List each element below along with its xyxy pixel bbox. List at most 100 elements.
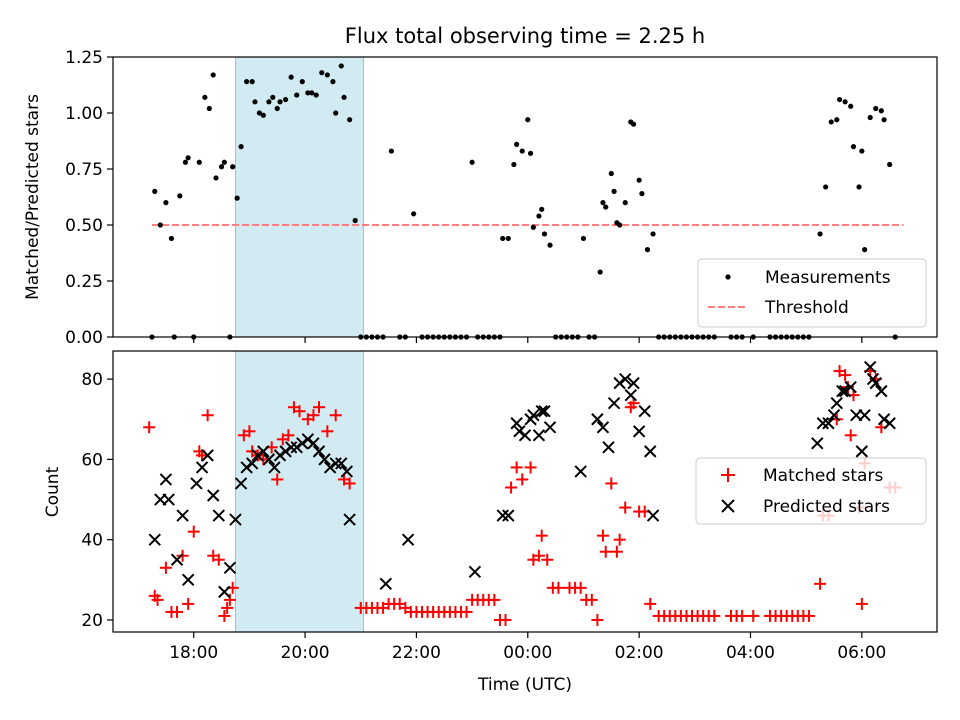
measurement-point	[274, 105, 280, 112]
predicted-star-point	[816, 417, 830, 430]
measurement-point	[313, 92, 319, 98]
predicted-star-point	[329, 457, 342, 470]
bottom-xtick-label: 18:00	[169, 643, 218, 663]
predicted-star-point	[613, 376, 626, 390]
figure-title: Flux total observing time = 2.25 h	[345, 24, 705, 48]
measurement-point	[881, 117, 887, 123]
measurement-point	[270, 94, 276, 100]
matched-star-point	[516, 473, 529, 486]
measurement-point	[341, 94, 347, 100]
top-x-axis	[193, 337, 863, 343]
matched-star-point	[159, 561, 172, 574]
predicted-star-point	[468, 565, 482, 578]
predicted-star-point	[284, 441, 298, 454]
measurement-point	[639, 191, 645, 197]
bottom-xtick-label: 20:00	[281, 643, 330, 663]
measurement-point	[305, 90, 311, 96]
predicted-star-point	[290, 441, 303, 454]
predicted-star-point	[836, 384, 849, 398]
measurement-point	[878, 108, 884, 114]
matched-star-point	[844, 429, 857, 442]
measurement-point	[867, 114, 873, 121]
predicted-star-point	[646, 509, 660, 522]
bottom-ytick-label: 60	[81, 450, 103, 470]
measurement-point	[525, 117, 531, 123]
measurement-point	[294, 92, 300, 98]
predicted-star-point	[513, 425, 526, 438]
predicted-star-point	[624, 388, 637, 402]
predicted-star-point	[527, 409, 540, 422]
matched-star-point	[747, 609, 760, 622]
matched-star-point	[329, 409, 342, 422]
predicted-star-point	[875, 384, 888, 398]
predicted-star-point	[195, 461, 209, 474]
matched-star-point	[176, 549, 189, 562]
matched-star-point	[591, 613, 604, 626]
predicted-star-point	[251, 449, 264, 462]
measurement-point	[842, 99, 848, 105]
measurement-point	[644, 247, 651, 253]
matched-star-point	[802, 609, 815, 622]
measurement-point	[238, 144, 244, 150]
predicted-star-point	[245, 457, 259, 470]
legend-box	[695, 457, 927, 525]
top-y-axis-label: Matched/Predicted stars	[23, 94, 43, 300]
matched-star-point	[223, 593, 236, 606]
measurements-panel: 0.00 0.25 0.50 0.75 1.00 1.25 Matched/Predict…	[23, 48, 938, 348]
measurement-point	[185, 155, 191, 161]
predicted-star-point	[240, 461, 253, 474]
measurement-point	[536, 213, 542, 219]
predicted-star-point	[638, 405, 651, 418]
predicted-star-point	[607, 396, 621, 410]
top-ytick-label: 1.25	[65, 48, 103, 68]
matched-star-point	[488, 593, 501, 606]
predicted-star-point	[644, 445, 657, 458]
measurement-point	[834, 117, 840, 123]
legend-matched-marker	[721, 468, 735, 482]
measurement-point	[244, 79, 250, 85]
top-legend: Measurements Threshold	[697, 258, 927, 328]
matched-star-point	[182, 597, 195, 610]
predicted-star-point	[379, 577, 393, 591]
measurement-point	[330, 79, 336, 85]
top-y-axis: 0.00 0.25 0.50 0.75 1.00 1.25	[65, 48, 113, 348]
measurement-point	[299, 79, 305, 85]
measurement-point	[856, 184, 862, 190]
bottom-y-axis-label: Count	[43, 466, 63, 517]
measurement-point	[338, 63, 344, 69]
matched-star-point	[221, 601, 234, 614]
measurement-point	[541, 231, 548, 237]
predicted-star-point	[827, 409, 841, 422]
measurement-point	[177, 193, 183, 199]
predicted-star-point	[510, 417, 523, 430]
measurement-point	[260, 112, 266, 118]
predicted-star-point	[323, 461, 337, 474]
predicted-star-point	[176, 509, 189, 522]
predicted-star-point	[268, 461, 281, 474]
predicted-star-point	[574, 465, 587, 478]
matched-star-point	[541, 553, 554, 566]
matched-star-point	[585, 593, 598, 606]
matched-star-point	[505, 481, 518, 494]
predicted-star-point	[148, 533, 161, 546]
predicted-star-point	[234, 477, 248, 490]
matched-star-point	[855, 597, 868, 610]
measurement-point	[630, 121, 637, 127]
predicted-star-point	[619, 372, 632, 386]
measurement-point	[547, 242, 553, 248]
matched-star-point	[196, 449, 209, 462]
measurement-point	[347, 117, 353, 123]
matched-star-point	[499, 613, 512, 626]
measurement-point	[500, 235, 506, 242]
bottom-xtick-label: 04:00	[726, 643, 775, 663]
matched-star-point	[321, 425, 334, 438]
matched-star-point	[201, 409, 214, 422]
predicted-star-point	[207, 489, 220, 502]
bottom-xtick-label: 00:00	[503, 643, 552, 663]
measurement-point	[256, 110, 263, 116]
predicted-star-point	[159, 473, 173, 486]
predicted-star-point	[632, 425, 646, 438]
measurement-point	[282, 96, 289, 103]
predicted-star-point	[190, 477, 203, 490]
measurement-point	[519, 148, 525, 154]
